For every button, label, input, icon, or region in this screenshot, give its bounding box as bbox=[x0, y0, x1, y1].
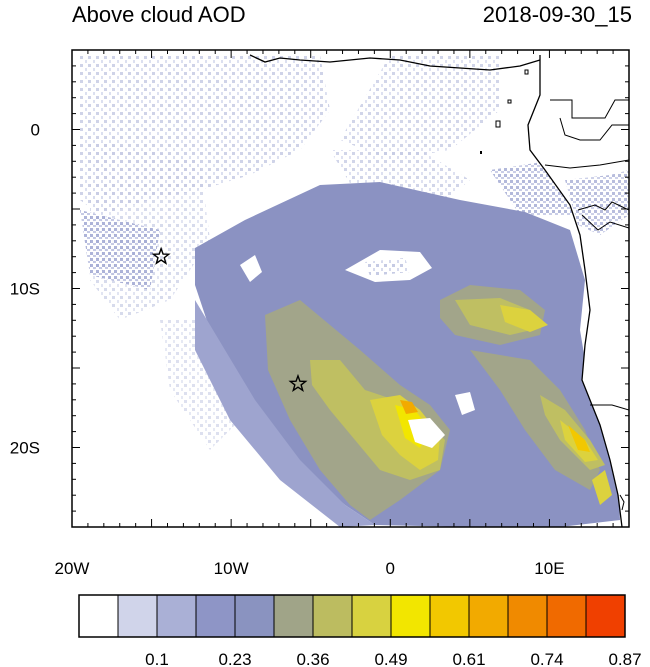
colorbar-label: 0.74 bbox=[530, 650, 563, 667]
colorbar-swatch bbox=[195, 594, 236, 638]
station-star-1-icon bbox=[151, 246, 171, 265]
colorbar-label: 0.1 bbox=[145, 650, 169, 667]
colorbar-swatch bbox=[234, 594, 275, 638]
colorbar: 0.1 0.23 0.36 0.49 0.61 0.74 0.87 bbox=[78, 594, 642, 667]
y-tick-label: 10S bbox=[10, 280, 40, 299]
colorbar-frame bbox=[78, 594, 626, 638]
y-tick-label: 0 bbox=[31, 121, 40, 140]
map-title: Above cloud AOD bbox=[72, 2, 246, 27]
x-tick-label: 10E bbox=[534, 559, 564, 578]
colorbar-swatch bbox=[507, 594, 548, 638]
x-tick-label: 10W bbox=[214, 559, 249, 578]
colorbar-swatch bbox=[312, 594, 353, 638]
colorbar-swatch bbox=[390, 594, 431, 638]
map-timestamp: 2018-09-30_15 bbox=[482, 2, 632, 27]
y-tick-label: 20S bbox=[10, 439, 40, 458]
x-tick-label: 20W bbox=[55, 559, 90, 578]
colorbar-label: 0.49 bbox=[374, 650, 407, 667]
colorbar-swatch bbox=[351, 594, 392, 638]
colorbar-label: 0.61 bbox=[452, 650, 485, 667]
colorbar-swatch bbox=[273, 594, 314, 638]
station-star-2-icon bbox=[288, 373, 308, 393]
colorbar-swatch bbox=[546, 594, 587, 638]
colorbar-label: 0.87 bbox=[608, 650, 641, 667]
colorbar-label: 0.23 bbox=[218, 650, 251, 667]
colorbar-swatch bbox=[429, 594, 470, 638]
colorbar-swatch bbox=[156, 594, 197, 638]
map-axes: 20W 10W 0 10E 0 10S 20S bbox=[10, 49, 630, 578]
x-tick-label: 0 bbox=[386, 559, 395, 578]
aod-field bbox=[72, 50, 629, 527]
colorbar-swatch bbox=[468, 594, 509, 638]
colorbar-label: 0.36 bbox=[296, 650, 329, 667]
colorbar-swatch bbox=[78, 594, 119, 638]
colorbar-swatch bbox=[117, 594, 158, 638]
colorbar-swatch bbox=[585, 594, 626, 638]
station-markers bbox=[151, 246, 308, 393]
